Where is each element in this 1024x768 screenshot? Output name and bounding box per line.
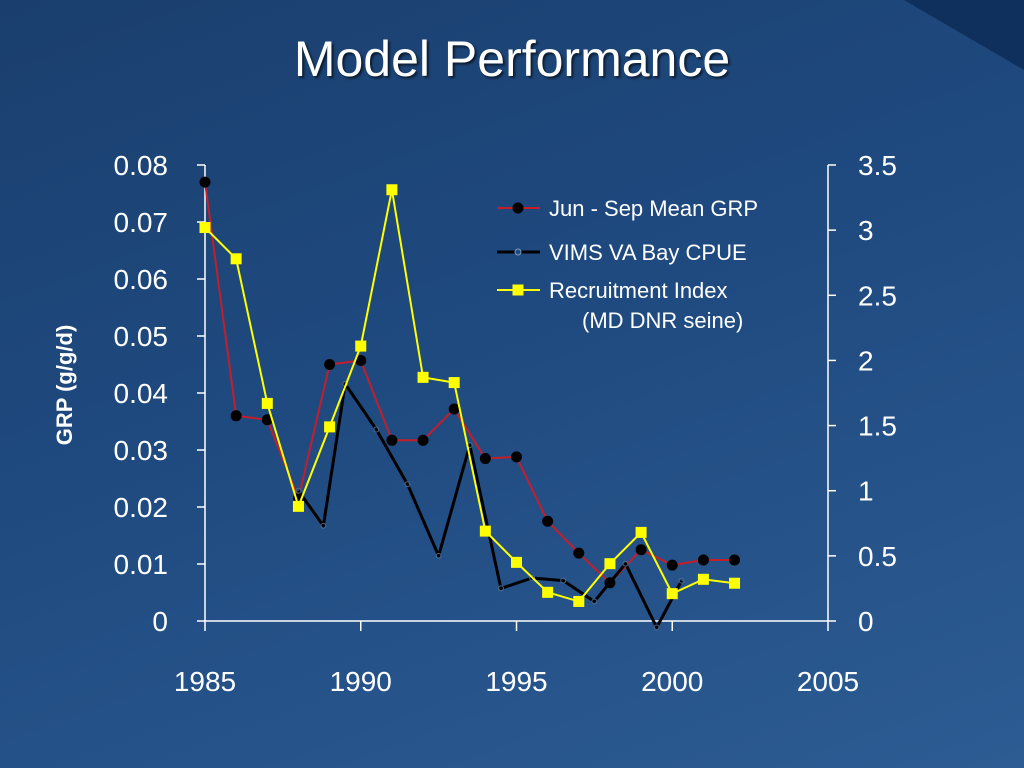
recruitment-point [635, 526, 647, 538]
recruitment-point [386, 184, 398, 196]
left-tick-label: 0.06 [114, 264, 169, 295]
legend-label: VIMS VA Bay CPUE [549, 240, 747, 265]
left-tick-label: 0.01 [114, 549, 169, 580]
left-tick-label: 0.07 [114, 207, 169, 238]
right-tick-label: 2 [858, 345, 874, 376]
cpue-point [529, 575, 536, 582]
cpue-point [653, 624, 660, 631]
right-tick-label: 1.5 [858, 411, 897, 442]
recruitment-point [511, 556, 522, 568]
cpue-point [404, 481, 411, 488]
grp-point [199, 176, 211, 188]
cpue-point [497, 585, 504, 592]
recruitment-point [230, 253, 242, 265]
y-axis-label: GRP (g/g/d) [52, 325, 77, 446]
series-line-3 [204, 188, 735, 603]
grp-point [635, 544, 647, 556]
cpue-point [295, 487, 302, 494]
left-tick-label: 0 [152, 606, 168, 637]
grp-point [261, 414, 273, 426]
grp-point [324, 359, 336, 370]
cpue-point [591, 598, 598, 605]
grp-point [479, 453, 491, 465]
cpue-point [435, 552, 442, 559]
right-tick-label: 0 [858, 606, 874, 637]
right-tick-label: 1 [858, 476, 874, 507]
x-tick-label: 1990 [330, 666, 392, 697]
legend-label-line2: (MD DNR seine) [582, 308, 743, 333]
recruitment-point [697, 573, 709, 585]
left-tick-label: 0.03 [114, 435, 169, 466]
recruitment-point [729, 577, 741, 589]
recruitment-point [355, 340, 367, 352]
legend-marker [514, 248, 522, 256]
grp-point [573, 547, 585, 559]
recruitment-point [261, 397, 273, 409]
grp-point [417, 434, 429, 446]
right-tick-label: 3 [858, 215, 874, 246]
x-tick-label: 2000 [641, 666, 703, 697]
legend-label: Recruitment Index [549, 278, 728, 303]
cpue-point [373, 426, 380, 433]
grp-point [355, 355, 367, 367]
recruitment-point [666, 588, 678, 600]
recruitment-point [604, 558, 616, 570]
cpue-point [560, 577, 567, 584]
grp-point [230, 410, 242, 422]
right-tick-label: 2.5 [858, 280, 897, 311]
slide-title: Model Performance [293, 31, 731, 87]
recruitment-point [479, 525, 491, 537]
left-tick-label: 0.04 [114, 378, 169, 409]
recruitment-point [542, 586, 554, 598]
legend-marker [512, 202, 524, 214]
series-line-1 [204, 181, 735, 584]
right-tick-label: 3.5 [858, 150, 897, 181]
grp-point [511, 451, 522, 463]
legend-marker [512, 284, 524, 296]
left-tick-label: 0.08 [114, 150, 169, 181]
corner-accent [904, 0, 1024, 70]
x-tick-label: 1985 [174, 666, 236, 697]
grp-point [729, 554, 741, 566]
cpue-point [320, 522, 327, 529]
grp-point [542, 515, 554, 527]
recruitment-point [448, 377, 460, 389]
cpue-point [622, 560, 629, 567]
legend-label: Jun - Sep Mean GRP [549, 196, 758, 221]
recruitment-point [199, 222, 211, 234]
x-tick-label: 1995 [485, 666, 547, 697]
grp-point [666, 559, 678, 571]
recruitment-point [324, 421, 336, 433]
cpue-point [678, 577, 685, 584]
recruitment-point [573, 595, 585, 607]
recruitment-point [292, 500, 304, 512]
grp-point [448, 403, 460, 415]
recruitment-point [417, 371, 429, 383]
series-line-2 [297, 382, 683, 630]
left-tick-label: 0.02 [114, 492, 169, 523]
x-tick-label: 2005 [797, 666, 859, 697]
right-tick-label: 0.5 [858, 541, 897, 572]
grp-point [697, 554, 709, 566]
left-tick-label: 0.05 [114, 321, 169, 352]
grp-point [386, 434, 398, 446]
